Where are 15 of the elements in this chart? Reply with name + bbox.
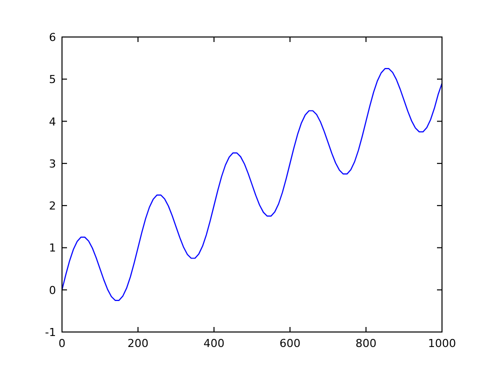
y-tick-label: 0	[49, 284, 56, 297]
x-tick-label: 0	[58, 337, 66, 350]
x-tick-label: 400	[204, 337, 224, 350]
y-tick-label: 6	[49, 31, 56, 44]
y-tick-label: 3	[49, 157, 56, 170]
line-series	[61, 68, 443, 301]
y-tick-label: 1	[49, 242, 56, 255]
x-tick-label: 600	[280, 337, 300, 350]
y-tick-label: 5	[49, 73, 56, 86]
x-tick-label: 1000	[428, 337, 456, 350]
x-tick-label: 200	[128, 337, 148, 350]
x-tick-label: 800	[356, 337, 376, 350]
y-tick-label: 4	[49, 115, 56, 128]
y-tick-label: -1	[45, 326, 56, 339]
y-tick-label: 2	[49, 200, 56, 213]
